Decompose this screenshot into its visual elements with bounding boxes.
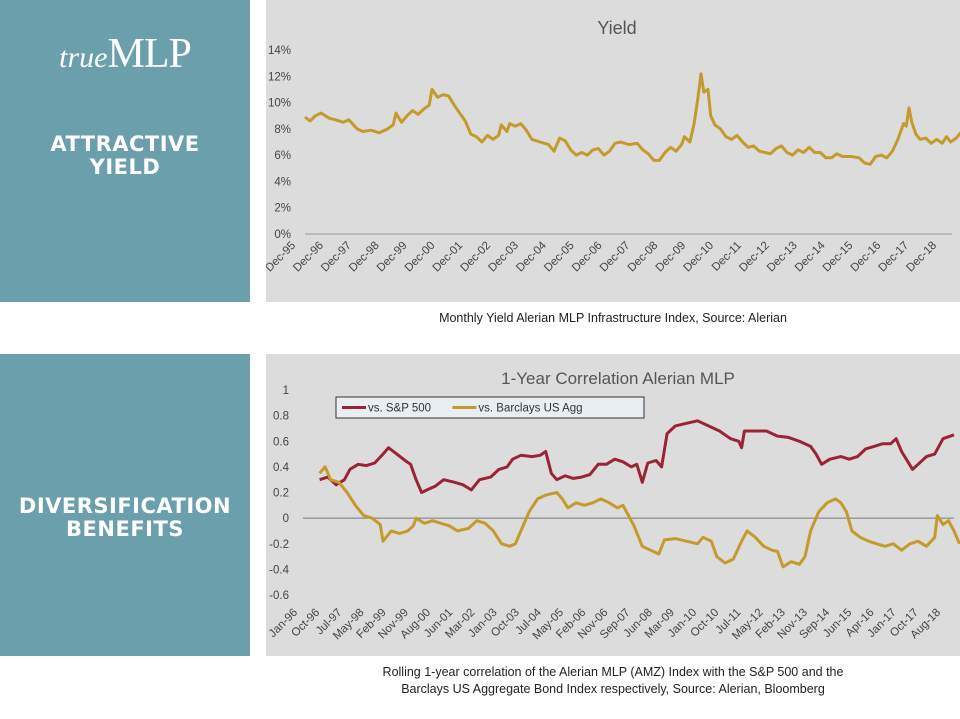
yield-caption: Monthly Yield Alerian MLP Infrastructure… [439, 311, 787, 325]
correlation-chart-box: 1-Year Correlation Alerian MLP -0.6 -0.4 -0… [266, 354, 960, 656]
y-tick-label: -0.2 [269, 539, 289, 551]
yield-chart-box: Yield 0% 2% 4% 6% 8% 10% 12% 14% Dec-95 Dec-96 Dec-… [263, 0, 960, 302]
series-line-vs-s-p-500 [319, 419, 955, 494]
x-tick-label: Dec-09 [654, 240, 689, 275]
series-line-vs-barclays-us-agg [318, 465, 960, 569]
x-tick-label: Dec-00 [403, 240, 438, 275]
y-tick-label: 10% [268, 98, 291, 110]
x-tick-label: Dec-10 [681, 240, 716, 275]
y-tick-label: 8% [274, 124, 291, 136]
x-tick-label: Dec-02 [459, 240, 494, 275]
x-tick-label: Dec-12 [737, 240, 772, 275]
y-tick-label: 12% [268, 71, 291, 83]
x-tick-label: Dec-99 [375, 240, 410, 275]
y-tick-label: 2% [274, 203, 291, 215]
x-tick-label: Dec-08 [626, 240, 661, 275]
chart-title: Yield [597, 18, 636, 38]
correlation-chart: 1-Year Correlation Alerian MLP -0.6 -0.4 -0… [267, 369, 960, 642]
y-tick-label: -0.6 [269, 590, 289, 602]
y-tick-label: 0.6 [273, 436, 289, 448]
y-tick-label: 0 [283, 513, 289, 525]
y-tick-label: 4% [274, 176, 291, 188]
x-tick-label: Dec-06 [570, 240, 605, 275]
trueMLP-logo: trueMLP [59, 31, 192, 77]
x-tick-label: Dec-96 [291, 240, 326, 275]
legend-label: vs. S&P 500 [368, 403, 431, 415]
diversification-side-panel [0, 354, 250, 656]
x-tick-label: Dec-05 [542, 240, 577, 275]
x-tick-label: Dec-17 [877, 240, 912, 275]
x-tick-label: Dec-97 [319, 240, 354, 275]
yield-side-panel [0, 0, 250, 302]
x-tick-label: Dec-98 [347, 240, 382, 275]
attractive-yield-heading: ATTRACTIVE YIELD [50, 132, 200, 179]
y-tick-label: 6% [274, 150, 291, 162]
y-tick-label: 0.4 [273, 462, 290, 474]
legend-box [335, 396, 645, 419]
series-line-yield [304, 72, 960, 166]
y-tick-label: 14% [268, 45, 291, 57]
yield-chart: Yield0%2%4%6%8%10%12%14%Dec-95Dec-96Dec-… [263, 18, 960, 275]
x-tick-label: Dec-13 [765, 240, 800, 275]
y-tick-label: 0.8 [273, 411, 289, 423]
y-tick-label: -0.4 [269, 564, 289, 576]
x-tick-label: Dec-18 [904, 240, 939, 275]
y-tick-label: 1 [283, 385, 289, 397]
x-tick-label: Dec-15 [821, 240, 856, 275]
y-tick-label: 0.2 [273, 488, 289, 500]
y-tick-label: 0% [274, 229, 291, 241]
chart-title: 1-Year Correlation Alerian MLP [501, 369, 735, 388]
diversification-benefits-heading: DIVERSIFICATION BENEFITS [18, 494, 232, 541]
x-tick-label: Dec-01 [431, 240, 466, 275]
x-tick-label: Dec-07 [598, 240, 633, 275]
x-tick-label: Dec-16 [849, 240, 884, 275]
legend-label: vs. Barclays US Agg [478, 403, 582, 415]
x-tick-label: Dec-03 [486, 240, 521, 275]
correlation-caption: Rolling 1-year correlation of the Aleria… [382, 665, 844, 696]
